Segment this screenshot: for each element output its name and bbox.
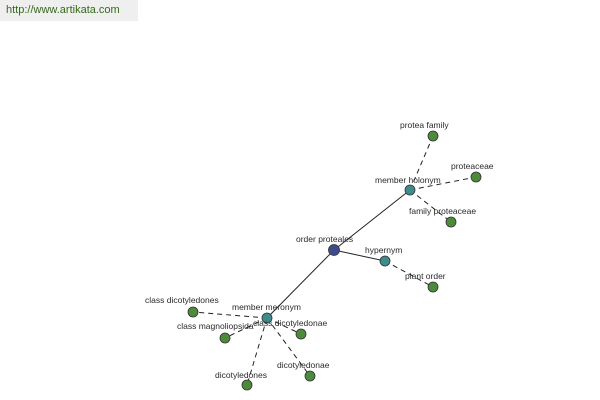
node-label-proteaceae[interactable]: proteaceae — [451, 161, 494, 171]
edge-order-proteales-to-member-holonym — [333, 189, 411, 251]
node-label-protea-family[interactable]: protea family — [400, 120, 449, 130]
node-plant-order[interactable] — [427, 281, 439, 293]
node-label-family-proteaceae[interactable]: family proteaceae — [409, 206, 476, 216]
node-member-meronym[interactable] — [261, 312, 273, 324]
node-proteaceae[interactable] — [470, 171, 482, 183]
edge-order-proteales-to-member-meronym — [266, 249, 335, 319]
edge-member-meronym-to-class-magnoliopsida — [224, 317, 268, 339]
edges-layer — [192, 135, 477, 386]
labels-layer: order proteales member holonym hypernym mem… — [145, 120, 494, 380]
node-protea-family[interactable] — [427, 130, 439, 142]
node-member-holonym[interactable] — [404, 184, 416, 196]
nodes-layer — [187, 130, 482, 391]
edge-member-meronym-to-class-dicotyledonae — [266, 317, 302, 335]
node-label-class-dicotyledones[interactable]: class dicotyledones — [145, 295, 219, 305]
node-hypernym[interactable] — [379, 255, 391, 267]
node-class-magnoliopsida[interactable] — [219, 332, 231, 344]
edge-member-meronym-to-dicotyledonae — [266, 317, 311, 377]
node-label-member-holonym[interactable]: member holonym — [375, 175, 441, 185]
edge-member-meronym-to-class-dicotyledones — [192, 311, 268, 319]
edge-hypernym-to-plant-order — [384, 260, 434, 288]
node-dicotyledonae[interactable] — [304, 370, 316, 382]
edge-member-holonym-to-proteaceae — [409, 176, 477, 191]
node-label-plant-order[interactable]: plant order — [405, 271, 446, 281]
node-label-order-proteales[interactable]: order proteales — [296, 234, 353, 244]
node-label-member-meronym[interactable]: member meronym — [232, 302, 301, 312]
node-label-class-magnoliopsida[interactable]: class magnoliopsida — [177, 321, 254, 331]
node-dicotyledones[interactable] — [241, 379, 253, 391]
node-order-proteales[interactable] — [328, 244, 340, 256]
node-label-class-dicotyledonae[interactable]: class dicotyledonae — [253, 318, 327, 328]
edge-order-proteales-to-hypernym — [333, 249, 386, 262]
node-family-proteaceae[interactable] — [445, 216, 457, 228]
node-label-dicotyledonae[interactable]: dicotyledonae — [277, 360, 330, 370]
node-label-hypernym[interactable]: hypernym — [365, 245, 402, 255]
node-label-dicotyledones[interactable]: dicotyledones — [215, 370, 267, 380]
edge-member-holonym-to-protea-family — [409, 135, 434, 191]
node-class-dicotyledones[interactable] — [187, 306, 199, 318]
artikata-url-link[interactable]: http://www.artikata.com — [0, 0, 138, 21]
node-class-dicotyledonae[interactable] — [295, 328, 307, 340]
edge-member-meronym-to-dicotyledones — [246, 317, 268, 386]
